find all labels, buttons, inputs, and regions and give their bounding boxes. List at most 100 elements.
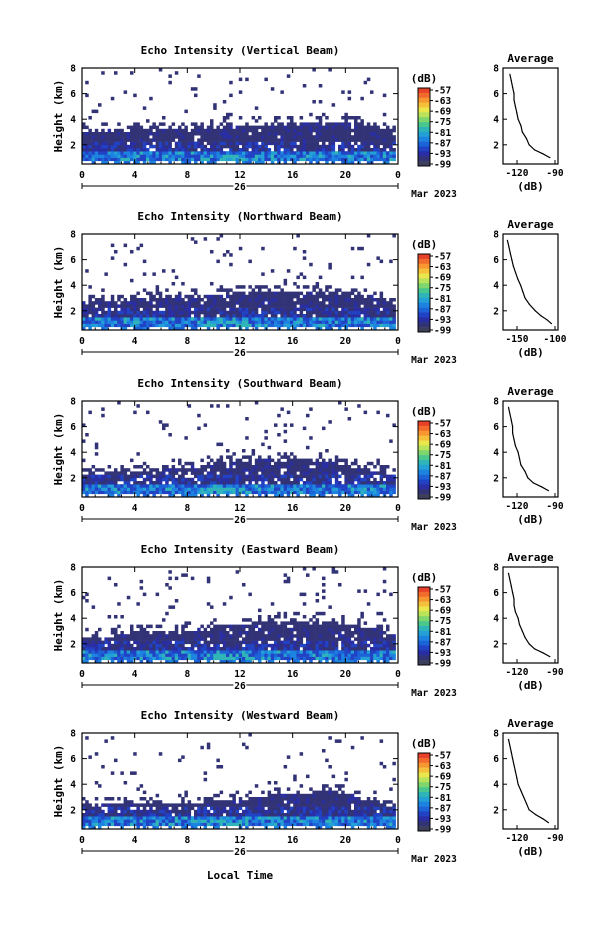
heatmap-cell	[271, 657, 275, 661]
heatmap-cell	[255, 311, 258, 315]
heatmap-cell	[117, 475, 121, 479]
heatmap-cell	[200, 647, 204, 651]
heatmap-cell	[226, 292, 230, 296]
heatmap-cell	[172, 481, 176, 485]
heatmap-cell	[175, 484, 179, 488]
heatmap-cell	[309, 311, 313, 315]
heatmap-cell	[328, 151, 332, 155]
heatmap-cell	[325, 462, 329, 466]
heatmap-cell	[220, 650, 224, 654]
heatmap-cell	[239, 126, 243, 130]
heatmap-cell	[175, 154, 179, 158]
heatmap-cell	[303, 468, 307, 472]
heatmap-cell	[280, 304, 284, 308]
x-tick-label: 20	[340, 503, 352, 514]
heatmap-cell	[207, 298, 211, 302]
heatmap-cell	[152, 158, 156, 162]
heatmap-cell	[364, 314, 368, 318]
heatmap-cell	[120, 135, 124, 139]
heatmap-cell	[130, 487, 134, 491]
heatmap-cell	[143, 135, 147, 139]
heatmap-cell	[98, 487, 102, 491]
heatmap-cell	[120, 324, 124, 328]
heatmap-cell	[136, 148, 140, 152]
heatmap-cell	[328, 122, 332, 126]
heatmap-cell	[114, 484, 118, 488]
heatmap-cell	[88, 142, 92, 146]
heatmap-cell	[149, 644, 153, 648]
heatmap-cell	[242, 148, 246, 152]
heatmap-cell	[280, 129, 284, 133]
heatmap-cell	[236, 295, 240, 299]
heatmap-cell	[229, 634, 233, 638]
heatmap-cell	[296, 317, 300, 321]
heatmap-cell	[332, 292, 336, 296]
colorbar-swatch	[418, 597, 430, 602]
heatmap-cell	[136, 158, 140, 162]
heatmap-cell	[370, 298, 374, 302]
heatmap-cell	[274, 481, 278, 485]
heatmap-cell	[370, 487, 374, 491]
heatmap-cell	[261, 631, 265, 635]
heatmap-cell	[111, 256, 115, 260]
heatmap-cell	[162, 142, 166, 146]
heatmap-cell	[152, 468, 156, 472]
heatmap-cell	[229, 628, 233, 632]
heatmap-cell	[124, 298, 128, 302]
heatmap-cell	[319, 625, 323, 629]
heatmap-cell	[88, 158, 92, 162]
heatmap-cell	[319, 158, 323, 162]
heatmap-cell	[309, 308, 313, 312]
heatmap-cell	[207, 653, 211, 657]
heatmap-cell	[380, 132, 384, 136]
average-x-label: (dB)	[517, 180, 544, 193]
heatmap-cell	[280, 126, 284, 130]
heatmap-cell	[357, 314, 361, 318]
heatmap-cell	[120, 475, 124, 479]
heatmap-cell	[114, 644, 118, 648]
heatmap-cell	[162, 465, 166, 469]
heatmap-cell	[181, 487, 185, 491]
heatmap-cell	[277, 637, 281, 641]
heatmap-cell	[162, 650, 166, 654]
heatmap-cell	[200, 311, 204, 315]
heatmap-cell	[293, 468, 297, 472]
heatmap-cell	[140, 158, 144, 162]
heatmap-cell	[268, 295, 272, 299]
heatmap-cell	[204, 314, 208, 318]
heatmap-cell	[130, 314, 134, 318]
heatmap-cells	[82, 401, 396, 497]
heatmap-cell	[277, 301, 281, 305]
heatmap-cell	[136, 653, 140, 657]
colorbar-tick-label: -99	[434, 493, 451, 504]
heatmap-cell	[306, 304, 310, 308]
heatmap-cell	[293, 295, 297, 299]
heatmap-cell	[85, 816, 89, 820]
heatmap-cell	[367, 631, 371, 635]
heatmap-cell	[348, 653, 352, 657]
heatmap-cell	[287, 301, 291, 305]
heatmap-cell	[370, 126, 374, 130]
average-y-tick-label: 8	[493, 397, 499, 408]
average-point	[519, 458, 520, 459]
heatmap-cell	[223, 253, 227, 257]
average-point	[509, 579, 510, 580]
heatmap-cell	[117, 625, 121, 629]
heatmap-cell	[133, 637, 137, 641]
heatmap-cell	[162, 423, 166, 427]
heatmap-cell	[175, 653, 179, 657]
heatmap-cell	[95, 797, 99, 801]
heatmap-cell	[261, 484, 265, 488]
heatmap-cell	[335, 650, 339, 654]
heatmap-cell	[226, 650, 230, 654]
heatmap-cell	[284, 625, 288, 629]
heatmap-cell	[344, 292, 348, 296]
heatmap-cell	[316, 142, 320, 146]
heatmap-cell	[264, 459, 268, 463]
heatmap-cell	[284, 475, 288, 479]
heatmap-cell	[344, 475, 348, 479]
heatmap-cell	[191, 148, 195, 152]
heatmap-cell	[255, 320, 258, 324]
heatmap-cell	[258, 631, 262, 635]
heatmap-cell	[376, 308, 380, 312]
